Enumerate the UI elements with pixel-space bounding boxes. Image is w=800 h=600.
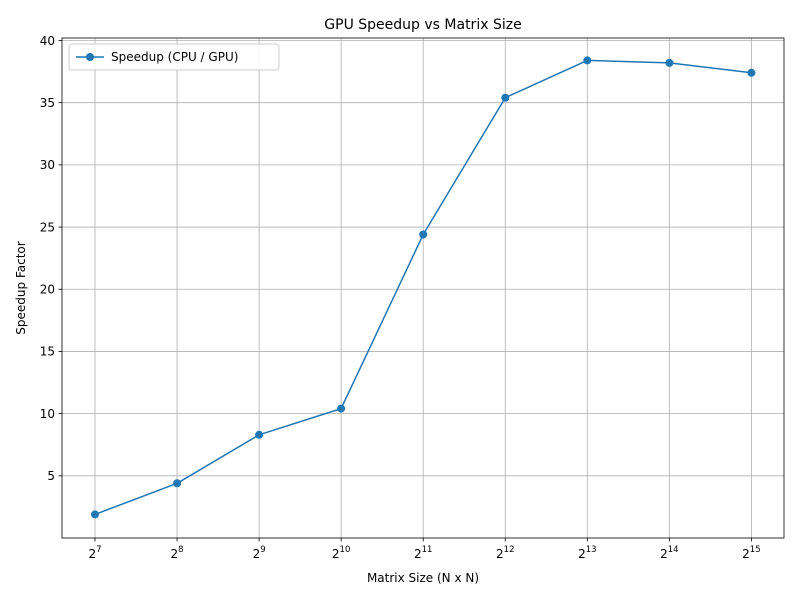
data-point [337, 404, 346, 413]
x-tick-label: 211 [414, 545, 432, 561]
x-tick-label: 215 [742, 545, 760, 561]
x-tick-label: 29 [253, 545, 266, 561]
y-tick-label: 20 [40, 283, 55, 297]
y-axis-label: Speedup Factor [14, 241, 28, 334]
y-tick-label: 30 [40, 158, 55, 172]
y-tick-label: 10 [40, 407, 55, 421]
y-axis-ticks: 5 10 15 20 25 30 35 40 [40, 34, 62, 483]
legend-label: Speedup (CPU / GPU) [111, 50, 238, 64]
x-axis-ticks: 27 28 29 210 211 212 213 214 215 [88, 538, 761, 561]
series-layer [91, 56, 756, 519]
y-tick-label: 40 [40, 34, 55, 48]
legend-box [68, 43, 280, 71]
data-point [91, 510, 99, 519]
grid [62, 38, 784, 538]
y-tick-label: 15 [40, 345, 55, 359]
y-tick-label: 35 [40, 96, 55, 110]
x-tick-label: 27 [88, 545, 101, 561]
data-point [583, 56, 592, 65]
x-tick-label: 210 [332, 545, 350, 561]
chart-title: GPU Speedup vs Matrix Size [324, 17, 521, 33]
legend: Speedup (CPU / GPU) [68, 43, 280, 71]
data-point [665, 58, 674, 67]
x-tick-label: 213 [578, 545, 596, 561]
x-tick-label: 214 [660, 545, 678, 561]
x-tick-label: 28 [171, 545, 184, 561]
data-point [255, 430, 264, 439]
legend-marker-swatch [86, 53, 94, 61]
y-tick-label: 5 [47, 469, 55, 483]
x-tick-label: 212 [496, 545, 514, 561]
x-axis-label: Matrix Size (N x N) [367, 571, 479, 585]
y-tick-label: 25 [40, 220, 55, 234]
data-point [419, 230, 428, 239]
data-point [173, 479, 182, 488]
data-point [501, 93, 510, 102]
data-point [747, 68, 756, 77]
